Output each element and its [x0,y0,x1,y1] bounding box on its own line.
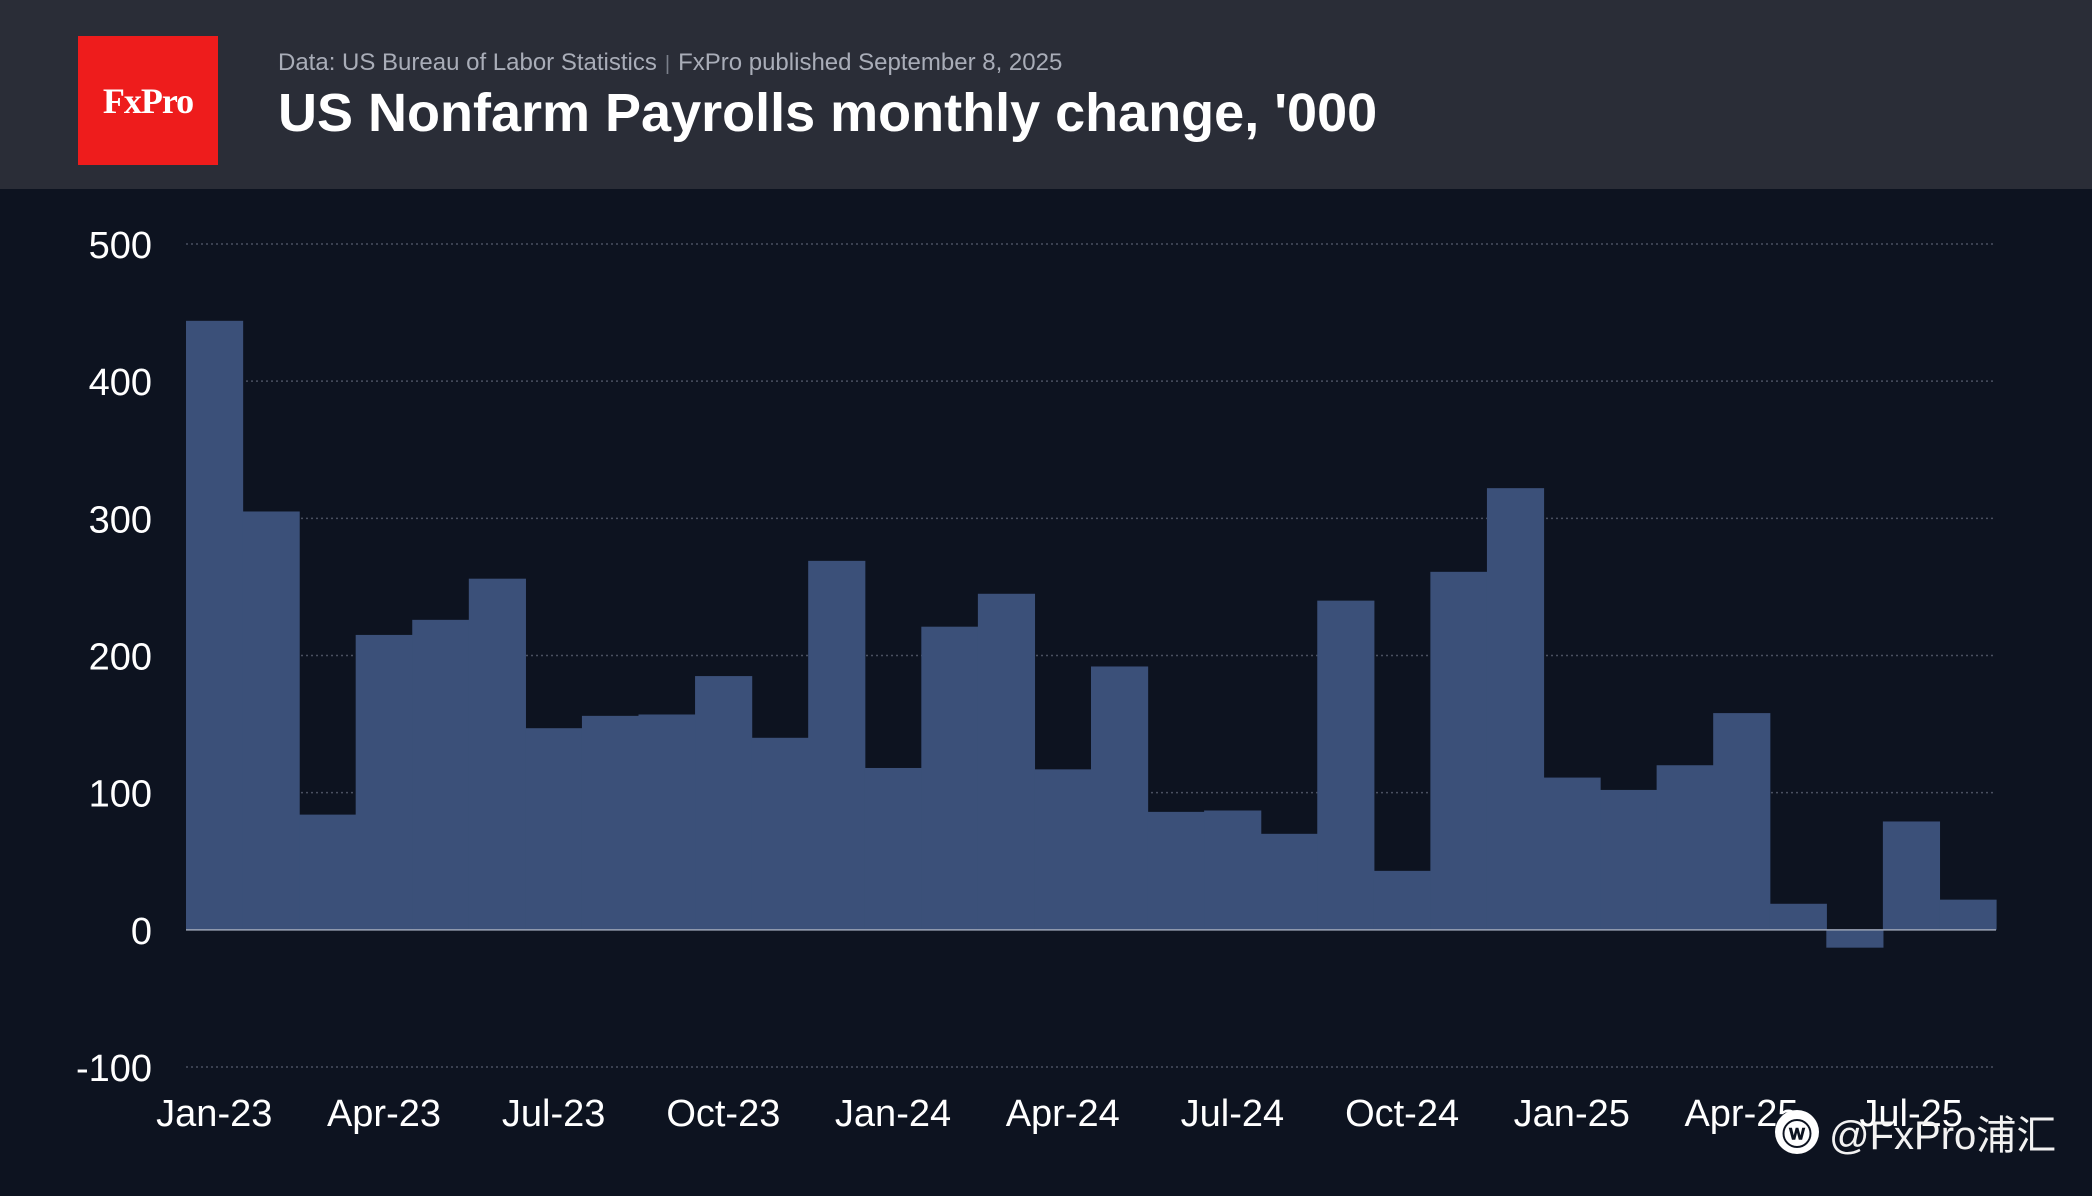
y-tick-label: -100 [76,1048,152,1090]
bar-Jun-25 [1826,929,1884,948]
bar-Feb-25 [1600,789,1658,930]
bar-Oct-24 [1373,870,1431,930]
bar-Aug-24 [1260,833,1318,930]
source-line: Data: US Bureau of Labor Statistics | FxPr… [278,49,1062,77]
bar-Aug-23 [581,715,640,930]
bar-Dec-24 [1486,488,1545,930]
bar-Feb-24 [921,626,979,930]
bar-Mar-25 [1656,765,1714,930]
bar-Apr-23 [355,634,413,930]
weibo-icon: ⓦ [1775,1110,1819,1154]
data-source: Data: US Bureau of Labor Statistics [278,49,657,76]
bar-Jun-24 [1147,811,1205,930]
y-tick-label: 400 [89,362,152,404]
watermark: ⓦ @FxPro浦汇 [1775,1103,2056,1161]
bar-Mar-24 [977,593,1036,930]
bar-May-24 [1091,666,1149,930]
bar-Aug-25 [1939,899,1997,930]
y-tick-label: 200 [89,637,152,679]
watermark-text: @FxPro浦汇 [1829,1114,2057,1158]
y-tick-label: 0 [131,911,152,953]
separator: | [664,53,671,75]
y-tick-label: 100 [89,774,152,816]
chart-title: US Nonfarm Payrolls monthly change, '000 [278,83,1378,143]
x-tick-label: Jul-24 [1181,1093,1285,1135]
x-tick-label: Apr-24 [1006,1093,1120,1135]
bar-Jan-24 [864,767,922,930]
bar-Jan-25 [1543,777,1601,930]
bar-Jun-23 [468,578,526,930]
chart-header: FxPro Data: US Bureau of Labor Statistic… [0,0,2092,189]
bar-Mar-23 [299,814,357,930]
bar-Jul-25 [1882,821,1941,930]
x-tick-label: Oct-23 [666,1093,780,1135]
bar-Nov-24 [1430,571,1488,930]
x-tick-label: Jan-23 [156,1093,272,1135]
x-tick-label: Oct-24 [1345,1093,1459,1135]
x-tick-label: Jul-25 [1859,1093,1963,1135]
bar-Feb-23 [242,511,300,930]
bar-May-25 [1769,903,1827,930]
x-tick-label: Jan-25 [1514,1093,1630,1135]
bar-Jan-23 [186,320,244,930]
x-tick-label: Jan-24 [835,1093,951,1135]
bar-May-23 [412,619,470,930]
x-tick-label: Apr-23 [327,1093,441,1135]
bar-Nov-23 [751,737,809,930]
bar-Jul-23 [525,728,583,930]
y-tick-label: 500 [89,225,152,267]
bar-Apr-25 [1713,713,1771,930]
bar-Jul-24 [1204,810,1262,930]
published-date: FxPro published September 8, 2025 [678,49,1063,76]
bar-Oct-23 [695,676,753,930]
bar-Sep-23 [638,714,696,930]
logo-text: FxPro [102,80,194,121]
fxpro-logo: FxPro [78,36,218,165]
x-tick-label: Jul-23 [502,1093,606,1135]
y-tick-label: 300 [89,499,152,541]
bar-Dec-23 [808,560,866,930]
bar-Apr-24 [1034,769,1092,930]
bar-Sep-24 [1317,600,1375,930]
